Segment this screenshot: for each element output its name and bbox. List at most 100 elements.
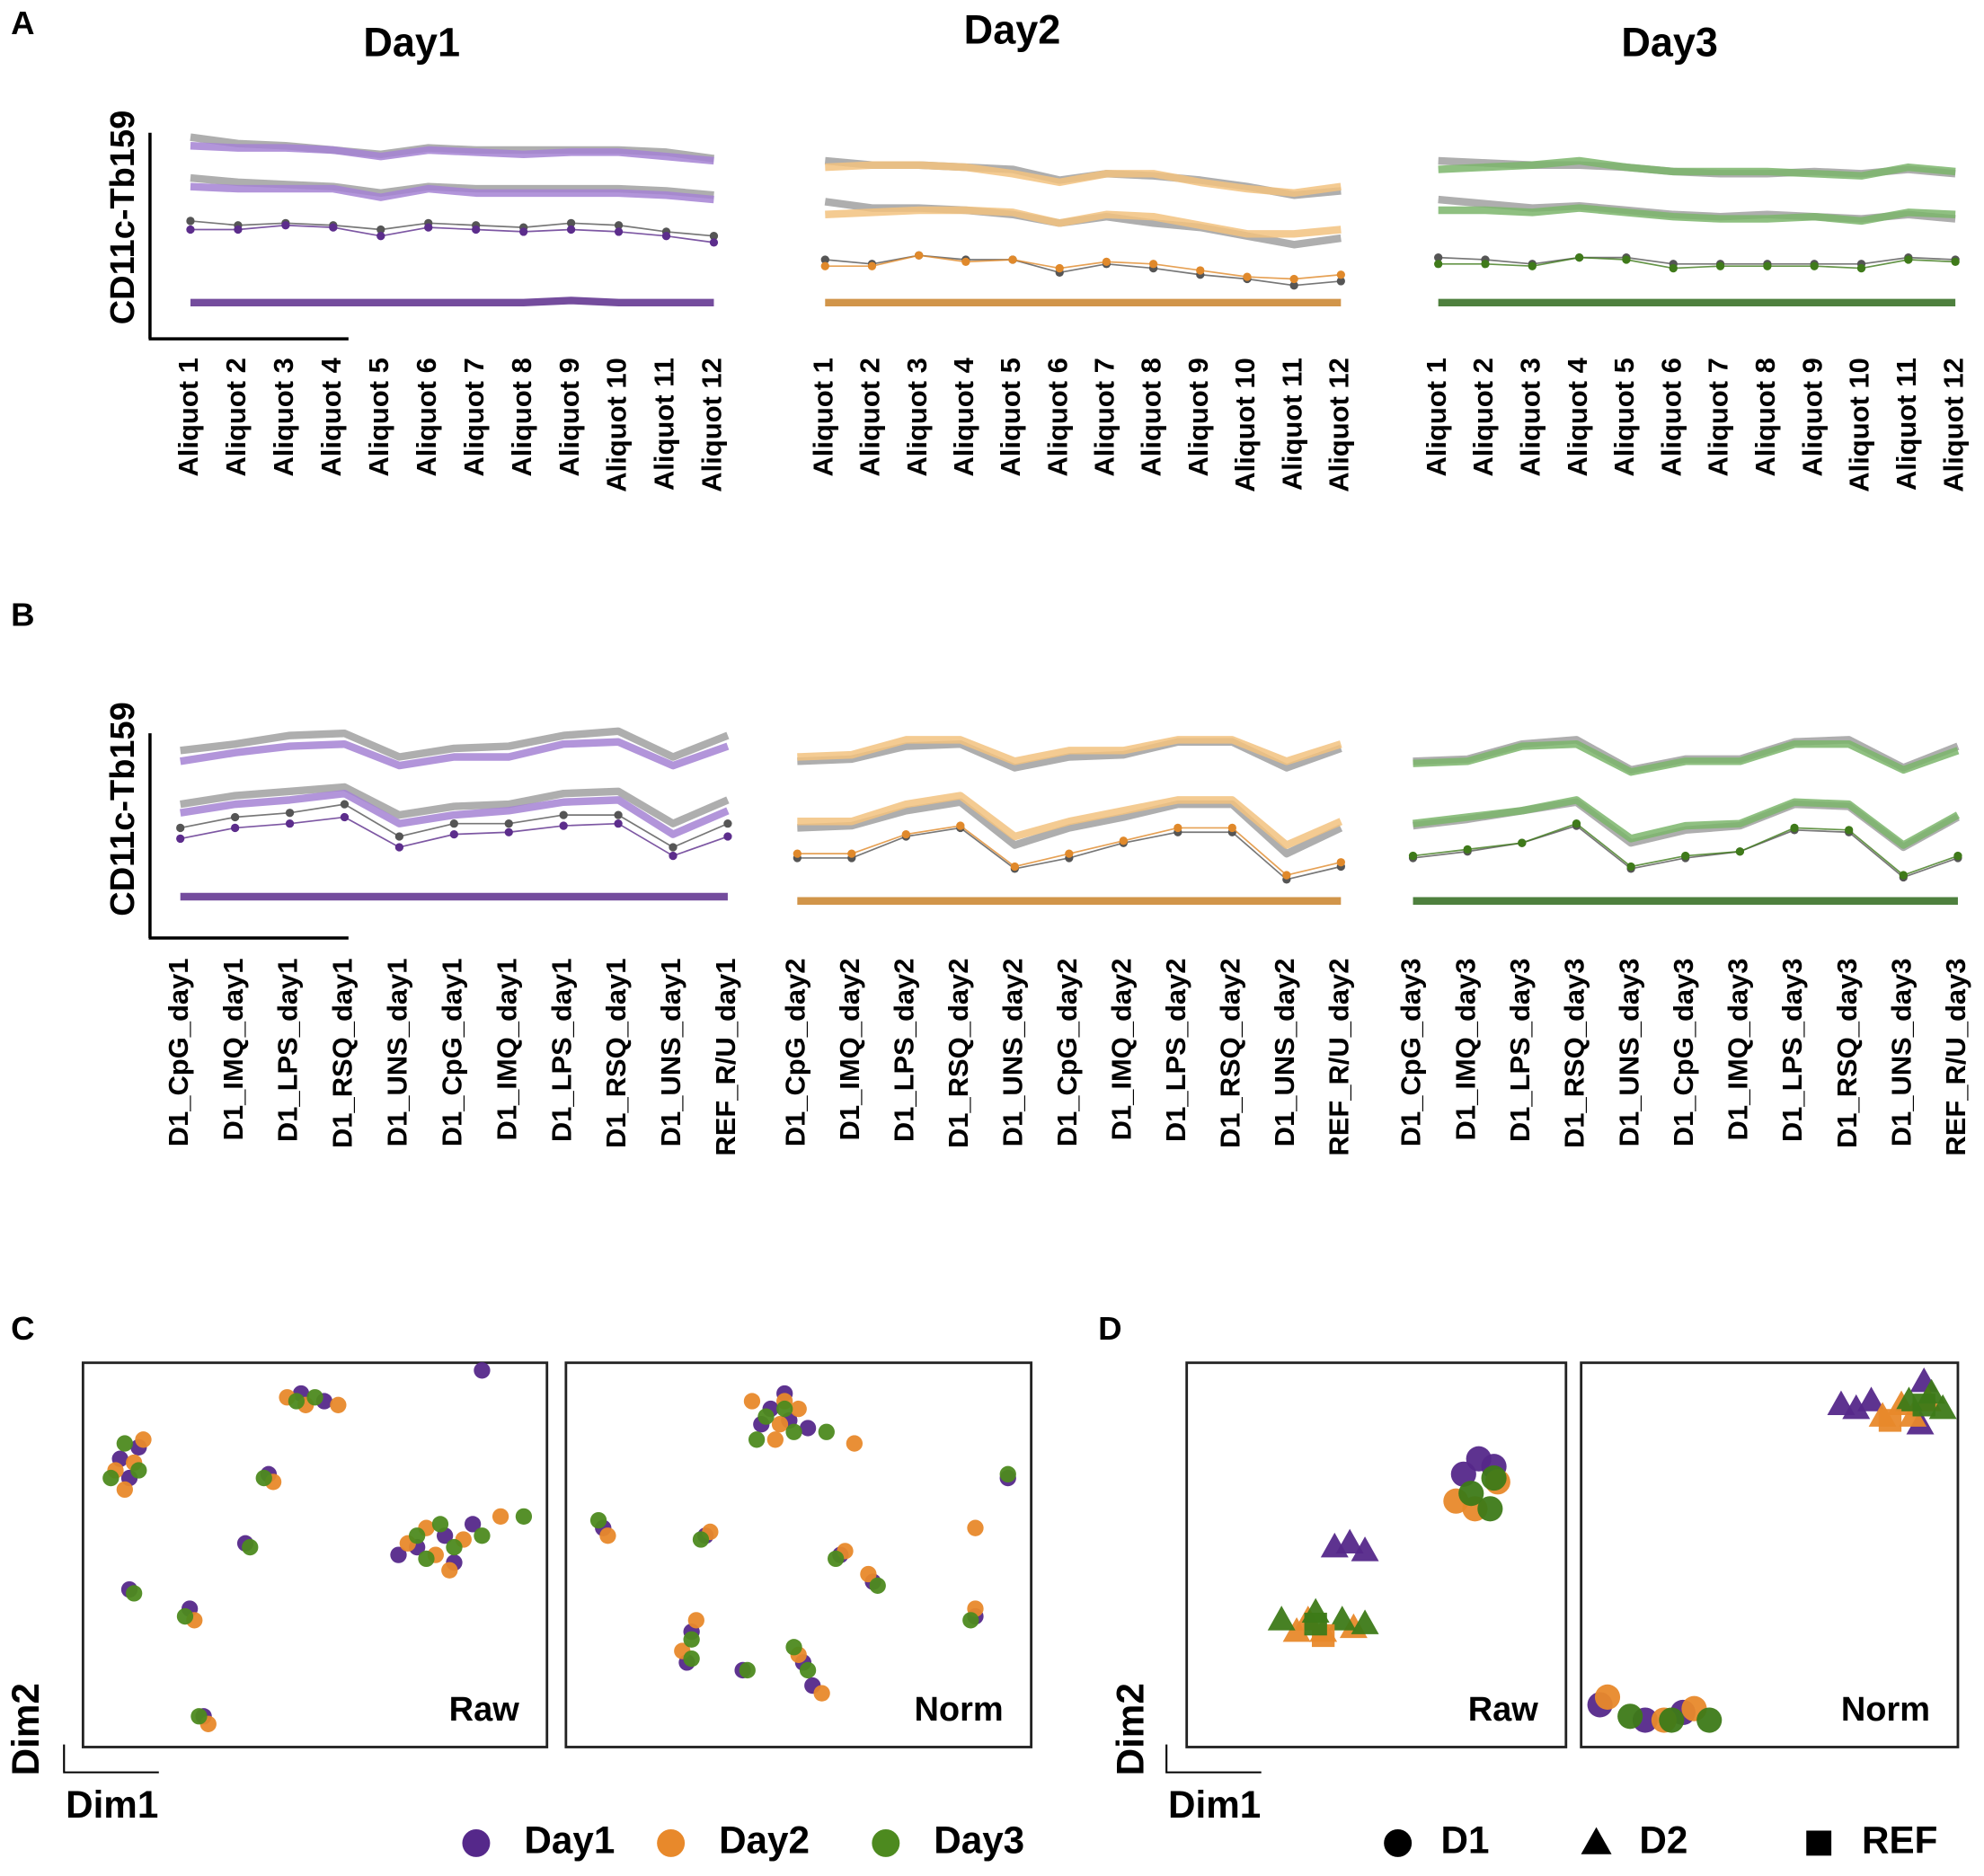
point bbox=[776, 1400, 793, 1418]
panel-letter: C bbox=[11, 1310, 34, 1347]
marker bbox=[1622, 255, 1631, 264]
point bbox=[431, 1516, 449, 1533]
marker bbox=[1282, 871, 1291, 880]
x-tick-label: D1_IMQ_day3 bbox=[1449, 959, 1481, 1141]
marker bbox=[1336, 277, 1345, 286]
line bbox=[180, 727, 730, 761]
marker bbox=[566, 225, 576, 234]
point bbox=[846, 1435, 864, 1452]
marker bbox=[285, 809, 295, 818]
point bbox=[126, 1585, 143, 1602]
point bbox=[288, 1393, 306, 1410]
point bbox=[1912, 1394, 1935, 1417]
x-tick-label: Aliquot 2 bbox=[1467, 358, 1499, 476]
x-tick-label: D1_IMQ_day3 bbox=[1723, 959, 1754, 1141]
legend-label: D2 bbox=[1639, 1819, 1687, 1862]
line bbox=[180, 783, 730, 827]
marker bbox=[614, 227, 624, 236]
marker bbox=[329, 223, 338, 232]
dot-line bbox=[825, 254, 1342, 280]
x-tick-label: D1_RSQ_day1 bbox=[327, 959, 359, 1149]
marker bbox=[1243, 272, 1252, 281]
marker bbox=[1463, 845, 1472, 854]
y-axis-label: Dim2 bbox=[4, 1683, 47, 1775]
legend-marker bbox=[657, 1828, 686, 1857]
line bbox=[190, 142, 714, 165]
point bbox=[757, 1408, 775, 1425]
x-tick-label: Aliquot 10 bbox=[1844, 358, 1875, 492]
point bbox=[116, 1481, 133, 1499]
marker bbox=[176, 834, 185, 844]
legend-label: Day3 bbox=[934, 1819, 1024, 1862]
panel-label: Raw bbox=[449, 1691, 520, 1729]
marker bbox=[1148, 260, 1158, 269]
point bbox=[1659, 1707, 1685, 1733]
marker bbox=[186, 217, 195, 226]
point bbox=[1458, 1481, 1484, 1507]
point bbox=[869, 1577, 886, 1594]
x-tick-label: Aliquot 8 bbox=[1749, 358, 1781, 476]
panel-letter: B bbox=[11, 596, 34, 633]
point bbox=[743, 1393, 761, 1410]
panel-letter: A bbox=[11, 4, 34, 41]
point bbox=[748, 1431, 766, 1448]
point bbox=[687, 1612, 704, 1629]
panel-label: Norm bbox=[1841, 1691, 1930, 1729]
point bbox=[1335, 1528, 1364, 1554]
x-tick-label: Aliquot 8 bbox=[1136, 358, 1167, 476]
x-tick-label: D1_RSQ_day2 bbox=[1215, 959, 1246, 1149]
point bbox=[599, 1527, 616, 1544]
legend-marker bbox=[1806, 1830, 1832, 1856]
legend-label: Day1 bbox=[524, 1819, 615, 1862]
y-axis-label: Dim2 bbox=[1110, 1683, 1152, 1775]
x-tick-label: D1_IMQ_day2 bbox=[1106, 959, 1138, 1141]
marker bbox=[709, 232, 719, 241]
marker bbox=[1572, 819, 1581, 828]
marker bbox=[1336, 270, 1345, 279]
marker bbox=[566, 218, 576, 227]
marker bbox=[504, 827, 513, 836]
point bbox=[1328, 1606, 1357, 1631]
marker bbox=[1574, 252, 1584, 262]
marker bbox=[340, 800, 350, 809]
marker bbox=[1481, 260, 1490, 269]
x-tick-label: Aliquot 4 bbox=[1562, 357, 1593, 476]
marker bbox=[1289, 274, 1298, 284]
marker bbox=[230, 812, 240, 822]
marker bbox=[340, 812, 350, 822]
x-tick-label: Aliquot 7 bbox=[458, 358, 490, 476]
x-tick-label: Aliquot 1 bbox=[173, 358, 204, 476]
line bbox=[1438, 204, 1956, 226]
marker bbox=[1008, 255, 1017, 264]
marker bbox=[820, 255, 829, 264]
y-axis-label: CD11c-Tb159 bbox=[104, 702, 142, 916]
marker bbox=[1790, 823, 1799, 833]
panel-letter: D bbox=[1098, 1310, 1121, 1347]
legend-label: Day2 bbox=[719, 1819, 810, 1862]
x-tick-label: D1_UNS_day1 bbox=[382, 959, 413, 1147]
marker bbox=[1434, 260, 1443, 269]
x-tick-label: D1_LPS_day3 bbox=[1504, 959, 1536, 1143]
marker bbox=[1810, 261, 1819, 270]
y-axis-label: CD11c-Tb159 bbox=[104, 111, 142, 324]
point bbox=[999, 1465, 1016, 1482]
dot-line bbox=[1438, 256, 1956, 270]
marker bbox=[424, 223, 433, 232]
panel-frame bbox=[81, 1361, 549, 1748]
point bbox=[116, 1435, 133, 1452]
line bbox=[190, 296, 714, 307]
point bbox=[255, 1469, 272, 1487]
marker bbox=[234, 225, 243, 234]
point bbox=[1857, 1386, 1885, 1411]
x-tick-label: REF_R/U_day3 bbox=[1940, 959, 1971, 1156]
x-tick-label: Aliquot 12 bbox=[696, 358, 728, 492]
point bbox=[692, 1531, 710, 1548]
point bbox=[739, 1661, 756, 1679]
point bbox=[1594, 1684, 1621, 1710]
marker bbox=[449, 819, 458, 828]
x-axis-label: Dim1 bbox=[66, 1783, 158, 1826]
point bbox=[418, 1550, 435, 1568]
x-tick-label: D1_UNS_day3 bbox=[1885, 959, 1917, 1147]
x-tick-label: Aliquot 6 bbox=[1655, 358, 1687, 476]
point bbox=[515, 1508, 533, 1525]
